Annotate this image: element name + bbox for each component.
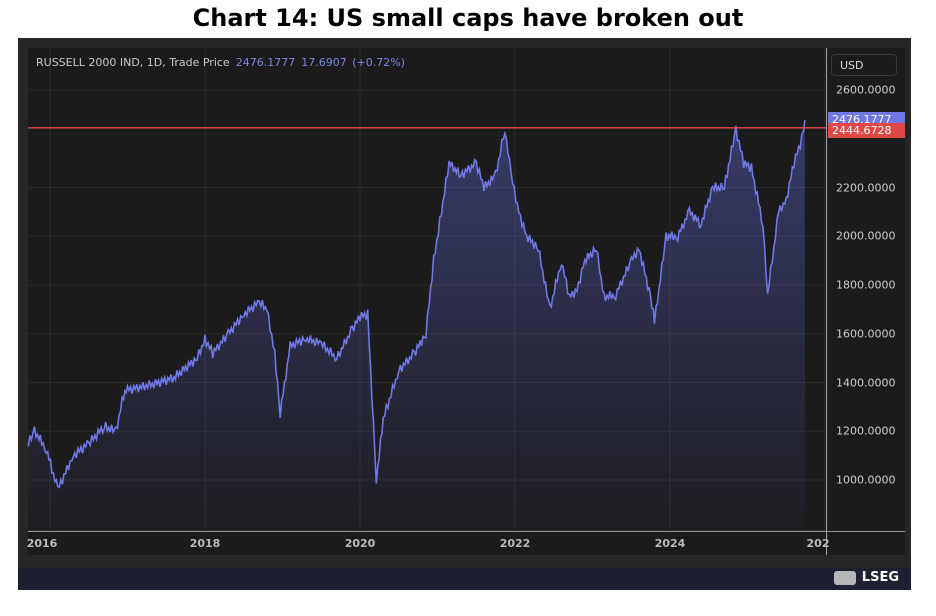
x-tick-label: 2016 bbox=[26, 537, 58, 550]
chart-frame: RUSSELL 2000 IND, 1D, Trade Price 2476.17… bbox=[18, 38, 911, 568]
x-tick-label: 2024 bbox=[654, 537, 686, 550]
x-tick-label: 202 bbox=[806, 537, 830, 550]
x-axis-panel[interactable] bbox=[28, 531, 826, 555]
y-tick-label: 1000.0000 bbox=[836, 473, 896, 487]
legend-change: 17.6907 bbox=[301, 56, 347, 69]
footer-bar: LSEG bbox=[18, 568, 911, 590]
lseg-emblem-icon bbox=[833, 570, 856, 585]
chart-svg bbox=[27, 48, 905, 555]
legend-name: RUSSELL 2000 IND, 1D, Trade Price bbox=[36, 56, 230, 69]
x-tick-label: 2018 bbox=[189, 537, 221, 550]
x-tick-label: 2022 bbox=[499, 537, 531, 550]
y-tick-label: 1400.0000 bbox=[836, 376, 896, 389]
series-area bbox=[28, 120, 805, 530]
lseg-logo: LSEG bbox=[833, 570, 899, 585]
y-tick-label: 2200.0000 bbox=[836, 181, 896, 194]
series-line bbox=[27, 120, 806, 489]
reference-price-tag: 2444.6728 bbox=[828, 122, 905, 138]
y-tick-label: 1600.0000 bbox=[836, 327, 896, 341]
currency-button[interactable]: USD bbox=[831, 54, 897, 76]
legend-change-pct: (+0.72%) bbox=[352, 56, 405, 69]
legend: RUSSELL 2000 IND, 1D, Trade Price 2476.17… bbox=[36, 56, 405, 69]
chart-title: Chart 14: US small caps have broken out bbox=[192, 4, 744, 32]
y-tick-label: 2000.0000 bbox=[836, 229, 896, 243]
y-tick-label: 1200.0000 bbox=[836, 424, 896, 438]
x-tick-label: 2020 bbox=[344, 537, 376, 550]
lseg-brand: LSEG bbox=[861, 570, 899, 585]
legend-last: 2476.1777 bbox=[235, 56, 296, 69]
y-tick-label: 2600.0000 bbox=[836, 83, 896, 97]
y-tick-label: 1800.0000 bbox=[836, 278, 896, 292]
